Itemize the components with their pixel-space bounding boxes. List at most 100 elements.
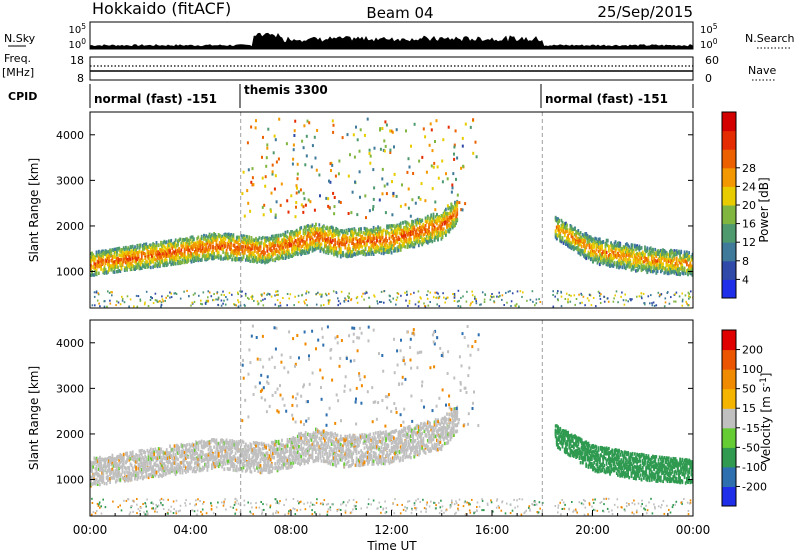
band-0-cell — [149, 265, 152, 270]
band-1-cell — [663, 257, 666, 261]
band-1-cell — [589, 237, 592, 242]
ground-scatter-cell — [627, 300, 629, 303]
band-0-cell — [128, 255, 131, 260]
band-0-cell — [195, 251, 197, 255]
band-0-cell — [377, 225, 379, 229]
ground-scatter-cell — [579, 302, 581, 305]
band-0-cell — [395, 229, 398, 233]
ground-scatter-cell — [611, 509, 613, 512]
band-0-cell — [376, 249, 378, 253]
ground-scatter-cell — [597, 290, 600, 293]
band-0-cell — [400, 245, 403, 249]
band-0-cell — [410, 225, 412, 229]
band-0-cell — [338, 232, 341, 236]
upper-scatter-cell — [442, 138, 445, 142]
band-0-cell — [172, 261, 175, 265]
band-0-cell — [296, 230, 299, 234]
band-1-cell — [621, 265, 624, 269]
band-1-cell — [601, 243, 603, 247]
band-0-cell — [185, 255, 187, 259]
band-0-cell — [385, 248, 387, 252]
ground-scatter-cell — [582, 295, 585, 298]
band-0-cell — [231, 249, 234, 253]
band-0-cell — [325, 250, 327, 254]
band-1-cell — [574, 239, 576, 243]
band-0-cell — [334, 229, 336, 234]
band-0-cell — [138, 250, 141, 254]
upper-scatter-cell — [460, 166, 463, 170]
band-0-cell — [429, 231, 431, 235]
band-0-cell — [190, 260, 193, 264]
band-0-cell — [386, 249, 388, 253]
band-0-cell — [91, 258, 93, 262]
band-1-cell — [597, 249, 600, 254]
band-0-cell — [235, 245, 238, 250]
band-1-cell — [611, 245, 614, 249]
ground-scatter-cell — [201, 303, 203, 306]
ground-scatter-cell — [315, 293, 318, 295]
band-0-cell — [237, 247, 239, 251]
band-0-cell — [214, 233, 217, 237]
band-1-cell — [602, 261, 605, 266]
band-1-cell — [588, 246, 591, 250]
upper-scatter-cell — [310, 165, 313, 169]
band-0-cell — [362, 231, 365, 235]
band-0-cell — [125, 250, 127, 255]
band-1-cell — [572, 227, 575, 231]
band-0-cell — [315, 246, 317, 251]
band-0-cell — [419, 241, 421, 245]
band-1-cell — [628, 261, 631, 265]
band-0-cell — [308, 232, 310, 236]
band-0-cell — [316, 230, 318, 235]
band-0-cell — [344, 253, 347, 257]
band-0-cell — [169, 250, 171, 254]
band-0-cell — [274, 257, 277, 262]
band-0-cell — [430, 213, 433, 217]
band-0-cell — [104, 261, 107, 266]
upper-scatter-cell — [264, 184, 267, 188]
band-0-cell — [217, 253, 220, 258]
ground-scatter-cell — [243, 303, 246, 306]
ground-scatter-cell — [99, 506, 101, 509]
band-0-cell — [405, 220, 408, 225]
band-0-cell — [211, 253, 213, 257]
ground-scatter-cell — [406, 293, 408, 296]
band-0-cell — [291, 254, 294, 258]
band-0-cell — [355, 251, 358, 255]
band-0-cell — [345, 230, 348, 234]
band-0-cell — [225, 250, 228, 254]
band-0-cell — [344, 243, 347, 247]
band-1-cell — [635, 263, 637, 267]
band-0-cell — [159, 247, 161, 252]
band-0-cell — [447, 206, 450, 211]
band-0-cell — [229, 255, 231, 259]
ground-scatter-cell — [685, 300, 687, 303]
ground-scatter-cell — [136, 305, 139, 308]
band-0-cell — [310, 241, 313, 245]
band-0-cell — [101, 262, 104, 266]
band-0-cell — [358, 229, 360, 234]
band-0-cell — [311, 223, 314, 227]
band-1-cell — [575, 234, 577, 238]
band-1-cell — [634, 254, 636, 259]
band-0-cell — [394, 247, 396, 251]
upper-scatter-cell — [306, 119, 309, 123]
band-1-cell — [611, 250, 614, 254]
band-0-cell — [168, 243, 170, 247]
band-1-cell — [605, 260, 608, 264]
band-1-cell — [630, 249, 633, 253]
ground-scatter-cell — [347, 300, 350, 303]
band-0-cell — [359, 245, 361, 249]
band-0-cell — [109, 249, 111, 253]
band-0-cell — [286, 247, 289, 252]
band-1-cell — [618, 253, 620, 258]
band-0-cell — [206, 235, 209, 240]
band-1-cell — [663, 267, 666, 271]
ground-scatter-cell — [599, 294, 601, 297]
band-0-cell — [127, 246, 130, 250]
band-0-cell — [227, 243, 230, 247]
band-0-cell — [207, 239, 210, 243]
ground-scatter-cell — [97, 292, 99, 295]
band-0-cell — [451, 206, 454, 210]
band-0-cell — [128, 250, 131, 255]
